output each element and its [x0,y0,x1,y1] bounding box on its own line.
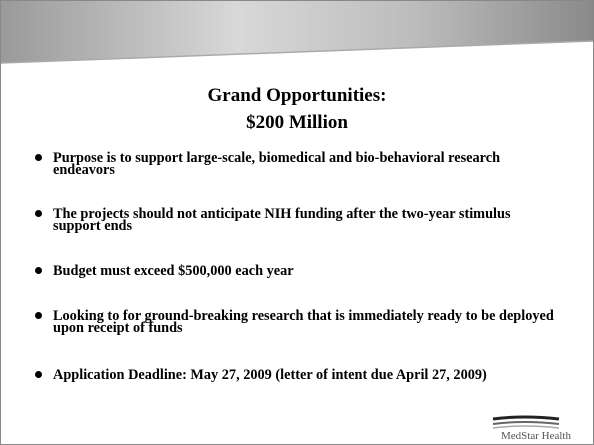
bullet-item: Budget must exceed $500,000 each year [35,263,555,279]
bullet-dot [35,154,42,161]
bullet-text: Purpose is to support large-scale, biome… [53,150,501,178]
bullet-text: Looking to for ground-breaking research … [53,308,554,336]
title-line: $200 Million [246,112,348,133]
bullet-text: The projects should not anticipate NIH f… [53,206,511,234]
title-line: Grand Opportunities: [207,85,387,106]
bullet-text: Application Deadline: May 27, 2009 (lett… [53,367,487,383]
logo-text: MedStar Health [501,430,571,442]
bullet-item: Purpose is to support large-scale, biome… [35,150,555,178]
bullet-item: Application Deadline: May 27, 2009 (lett… [35,367,555,383]
header-banner [1,1,593,81]
bullet-dot [35,312,42,319]
bullet-item: The projects should not anticipate NIH f… [35,206,555,234]
bullet-item: Looking to for ground-breaking research … [35,308,555,336]
bullet-dot [35,210,42,217]
bullet-text: Budget must exceed $500,000 each year [53,263,294,279]
logo-mark [492,415,560,429]
bullet-dot [35,267,42,274]
bullet-dot [35,371,42,378]
